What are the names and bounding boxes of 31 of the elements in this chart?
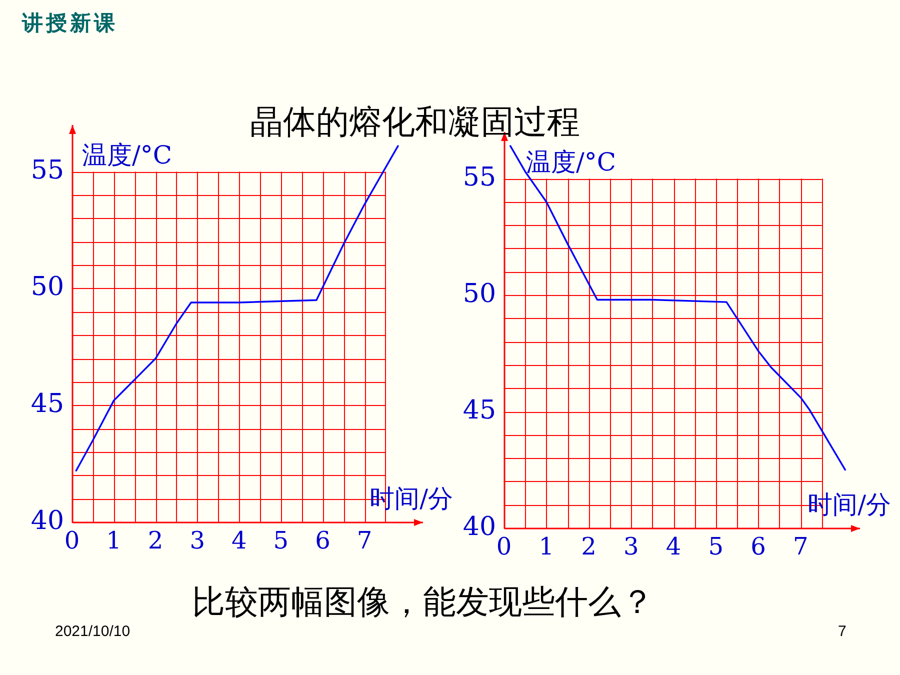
y-tick-label: 40	[462, 512, 496, 542]
y-tick-label: 45	[30, 388, 64, 419]
x-tick-label: 6	[315, 526, 330, 555]
text: 讲授新课	[22, 12, 118, 36]
x-tick-label: 5	[273, 526, 289, 555]
x-tick-label: 3	[190, 526, 205, 555]
y-tick-label: 55	[30, 155, 64, 186]
y-tick-label: 50	[30, 272, 64, 302]
y-tick-label: 55	[462, 162, 496, 192]
x-tick-label: 1	[538, 532, 554, 561]
y-tick-label: 45	[462, 395, 496, 426]
x-tick-label: 7	[793, 532, 808, 561]
text: 比较两幅图像，能发现些什么？	[192, 582, 654, 621]
y-tick-label: 50	[462, 278, 496, 309]
x-tick-label: 0	[64, 526, 80, 555]
x-tick-label: 2	[581, 532, 596, 561]
x-tick-label: 7	[356, 526, 372, 555]
x-tick-label: 0	[496, 532, 512, 561]
x-tick-label: 5	[708, 532, 724, 561]
text: 7	[838, 623, 846, 640]
y-tick-label: 40	[30, 506, 64, 536]
x-tick-label: 3	[624, 532, 639, 561]
x-tick-label: 1	[106, 526, 122, 555]
y-axis-title: 温度/°C	[82, 140, 172, 170]
x-tick-label: 4	[666, 532, 682, 561]
text: 2021/10/10	[55, 623, 130, 640]
chart-title: 晶体的熔化和凝固过程	[250, 102, 580, 141]
x-tick-label: 4	[232, 526, 247, 555]
y-axis-title: 温度/°C	[526, 148, 616, 177]
x-tick-label: 6	[750, 532, 766, 561]
x-tick-label: 2	[148, 526, 164, 555]
